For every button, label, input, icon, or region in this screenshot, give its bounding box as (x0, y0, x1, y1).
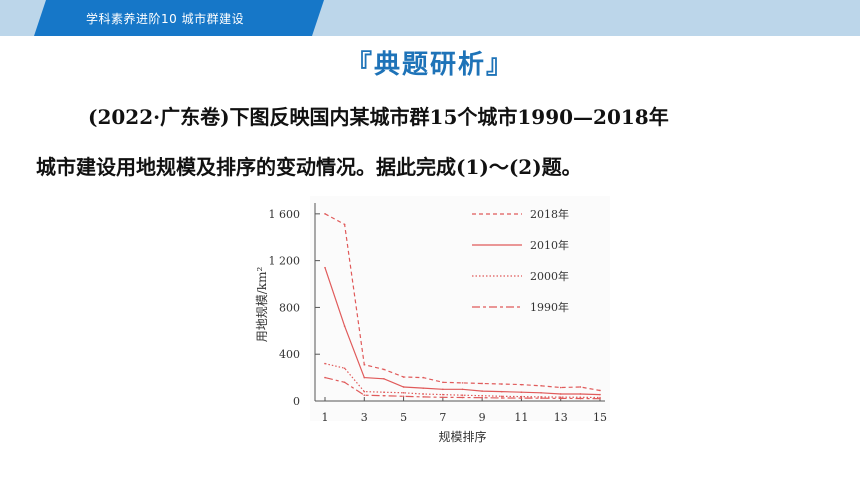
data-point (520, 383, 523, 386)
x-tick-label: 11 (514, 411, 528, 424)
legend-label: 2010年 (530, 238, 569, 252)
data-point (442, 381, 444, 384)
data-point (559, 386, 562, 389)
legend-label: 2018年 (530, 207, 569, 221)
data-point (540, 397, 542, 399)
section-tab: 学科素养进阶10 城市群建设 (34, 0, 324, 36)
top-header-bar: 学科素养进阶10 城市群建设 (0, 0, 860, 36)
data-point (422, 396, 425, 398)
data-point (363, 363, 366, 366)
data-point (599, 389, 601, 392)
data-point (343, 367, 346, 370)
x-tick-label: 13 (554, 411, 568, 424)
y-tick-label: 0 (293, 395, 300, 408)
y-tick-label: 1 600 (269, 208, 301, 221)
data-point (520, 397, 523, 399)
data-point (481, 390, 483, 392)
data-point (324, 213, 326, 215)
data-point (383, 394, 385, 397)
data-point (363, 390, 366, 393)
data-point (599, 393, 601, 396)
data-point (402, 395, 405, 398)
data-point (343, 381, 346, 384)
data-point (461, 394, 464, 396)
data-point (579, 393, 582, 395)
question-text: (2022·广东卷)下图反映国内某城市群15个城市1990—2018年 城市建设… (36, 92, 826, 192)
data-point (343, 223, 346, 226)
page-title: 『典题研析』 (345, 50, 514, 80)
data-point (520, 395, 523, 398)
data-point (442, 396, 444, 399)
data-point (402, 376, 405, 378)
data-point (343, 325, 346, 327)
data-point (402, 386, 405, 388)
breadcrumb: 学科素养进阶10 城市群建设 (86, 12, 245, 26)
data-point (599, 396, 601, 399)
data-point (481, 396, 483, 399)
x-tick-label: 7 (439, 411, 446, 424)
x-tick-label: 9 (479, 411, 486, 424)
y-tick-label: 1 200 (269, 255, 301, 268)
data-point (599, 397, 601, 400)
x-tick-label: 5 (400, 411, 407, 424)
data-point (383, 377, 385, 380)
data-point (540, 396, 542, 398)
legend-label: 1990年 (530, 300, 569, 314)
data-point (422, 387, 425, 389)
data-point (520, 391, 523, 394)
x-tick-label: 15 (593, 411, 607, 424)
y-axis-label: 用地规模/km² (254, 267, 269, 343)
data-point (481, 382, 483, 385)
series-line-2000年 (324, 363, 601, 399)
data-point (324, 362, 326, 365)
data-point (324, 266, 326, 269)
data-point (559, 393, 562, 395)
data-point (481, 394, 483, 397)
series-line-2018年 (324, 213, 601, 392)
data-point (383, 368, 385, 371)
data-point (422, 376, 425, 379)
data-point (461, 396, 464, 399)
x-tick-label: 1 (322, 411, 329, 424)
question-line-1: (2022·广东卷)下图反映国内某城市群15个城市1990—2018年 (88, 105, 669, 129)
data-point (461, 382, 464, 384)
data-point (500, 397, 503, 399)
data-point (500, 390, 503, 393)
data-point (559, 396, 562, 398)
x-axis-label: 规模排序 (438, 429, 486, 444)
data-point (363, 394, 366, 396)
data-point (559, 397, 562, 400)
chart-figure: 0 400 800 1 200 1 600 1 3 5 7 9 11 13 15 规模排序 用地规模/km²… (250, 196, 630, 466)
data-point (579, 397, 582, 400)
data-point (442, 388, 444, 391)
y-tick-label: 400 (279, 348, 300, 361)
data-point (402, 392, 405, 394)
plot-background (310, 196, 610, 421)
data-point (579, 386, 582, 388)
data-point (500, 395, 503, 398)
x-tick-label: 3 (361, 411, 368, 424)
data-point (579, 396, 582, 399)
y-tick-label: 800 (279, 301, 300, 314)
data-point (540, 384, 542, 387)
data-point (442, 393, 444, 396)
data-point (363, 376, 366, 379)
question-line-2: 城市建设用地规模及排序的变动情况。据此完成(1)～(2)题。 (36, 155, 582, 179)
data-point (324, 376, 326, 379)
data-point (540, 392, 542, 394)
data-point (500, 383, 503, 385)
data-point (383, 391, 385, 394)
data-point (422, 393, 425, 395)
data-point (461, 388, 464, 391)
legend-label: 2000年 (530, 269, 569, 283)
